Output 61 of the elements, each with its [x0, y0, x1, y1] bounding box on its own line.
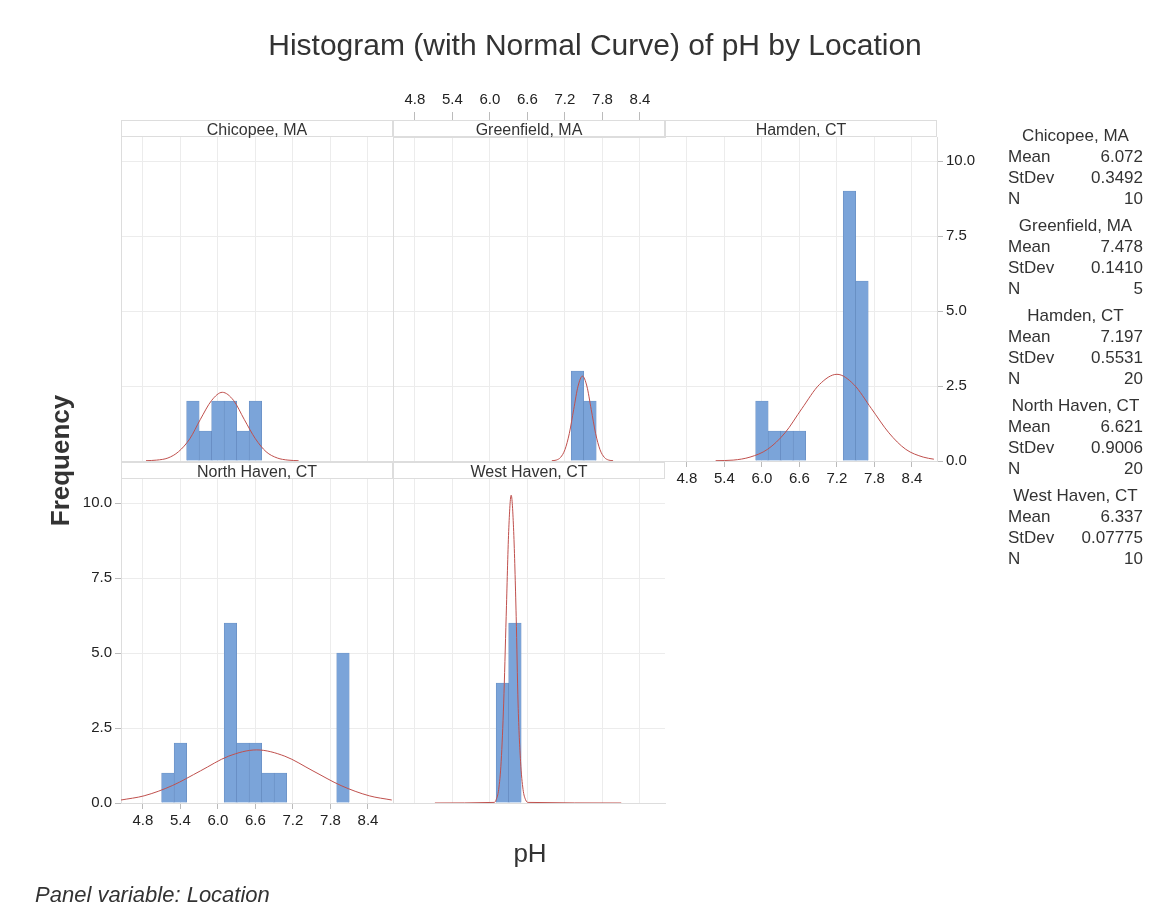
chart-title: Chicopee, MA	[121, 120, 393, 138]
text: Mean 6.621	[1008, 417, 1143, 436]
text: North Haven, CT	[1010, 396, 1141, 416]
text: Panel variable: Location	[35, 882, 270, 908]
text: Hamden, CT	[1026, 306, 1125, 326]
text: StDev 0.1410	[1008, 258, 1143, 277]
x2-tick-label: 7.2	[554, 90, 576, 108]
x-tick-label: 6.0	[207, 811, 229, 829]
text: StDev 0.3492	[1008, 168, 1143, 187]
y-tick-label: 5.0	[91, 643, 112, 661]
x-tick-label: 5.4	[713, 469, 735, 487]
x-tick-label: 5.4	[169, 811, 191, 829]
text: Histogram (with Normal Curve) of pH by Location	[267, 28, 923, 62]
y-tick-label: 2.5	[91, 718, 112, 736]
text: StDev 0.07775	[1008, 528, 1143, 547]
x2-tick-label: 6.0	[479, 90, 501, 108]
y2-tick-label: 7.5	[946, 226, 967, 244]
x-tick-label: 7.8	[320, 811, 341, 829]
y2-tick-label: 5.0	[946, 301, 967, 319]
x-tick-label: 8.4	[357, 811, 379, 829]
text: Mean 7.478	[1008, 237, 1143, 256]
x-tick-label: 4.8	[132, 811, 154, 829]
text: Mean 6.337	[1008, 507, 1143, 526]
chart-title: West Haven, CT	[393, 462, 665, 480]
text: pH	[512, 838, 548, 869]
text: N 20	[1008, 369, 1143, 388]
text: N 5	[1008, 279, 1143, 298]
y2-tick-label: 0.0	[946, 451, 967, 469]
x2-tick-label: 4.8	[404, 90, 426, 108]
text: West Haven, CT	[1012, 486, 1139, 506]
y-tick-label: 10.0	[82, 493, 112, 511]
y2-tick-label: 10.0	[946, 151, 976, 169]
x-tick-label: 7.2	[282, 811, 304, 829]
text: StDev 0.9006	[1008, 438, 1143, 457]
line-series	[715, 373, 935, 461]
x-tick-label: 6.6	[789, 469, 810, 487]
x-tick-label: 8.4	[901, 469, 923, 487]
x-tick-label: 6.0	[751, 469, 773, 487]
text: N 20	[1008, 459, 1143, 478]
x-tick-label: 6.6	[245, 811, 266, 829]
x-tick-label: 7.2	[826, 469, 848, 487]
chart-title: North Haven, CT	[121, 462, 393, 480]
y-tick-label: 7.5	[91, 568, 112, 586]
x2-tick-label: 5.4	[441, 90, 463, 108]
x2-tick-label: 6.6	[517, 90, 538, 108]
y2-tick-label: 2.5	[946, 376, 967, 394]
text: StDev 0.5531	[1008, 348, 1143, 367]
x-tick-label: 4.8	[676, 469, 698, 487]
text: N 10	[1008, 549, 1143, 568]
chart-title: Greenfield, MA	[393, 120, 665, 138]
text: N 10	[1008, 189, 1143, 208]
text: Frequency	[44, 393, 76, 529]
text: Mean 7.197	[1008, 327, 1143, 346]
x2-tick-label: 7.8	[592, 90, 613, 108]
chart-title: Hamden, CT	[665, 120, 937, 138]
text: Mean 6.072	[1008, 147, 1143, 166]
text: Chicopee, MA	[1021, 126, 1130, 146]
y-tick-label: 0.0	[91, 793, 112, 811]
x2-tick-label: 8.4	[629, 90, 651, 108]
x-tick-label: 7.8	[864, 469, 885, 487]
text: Greenfield, MA	[1017, 216, 1134, 236]
